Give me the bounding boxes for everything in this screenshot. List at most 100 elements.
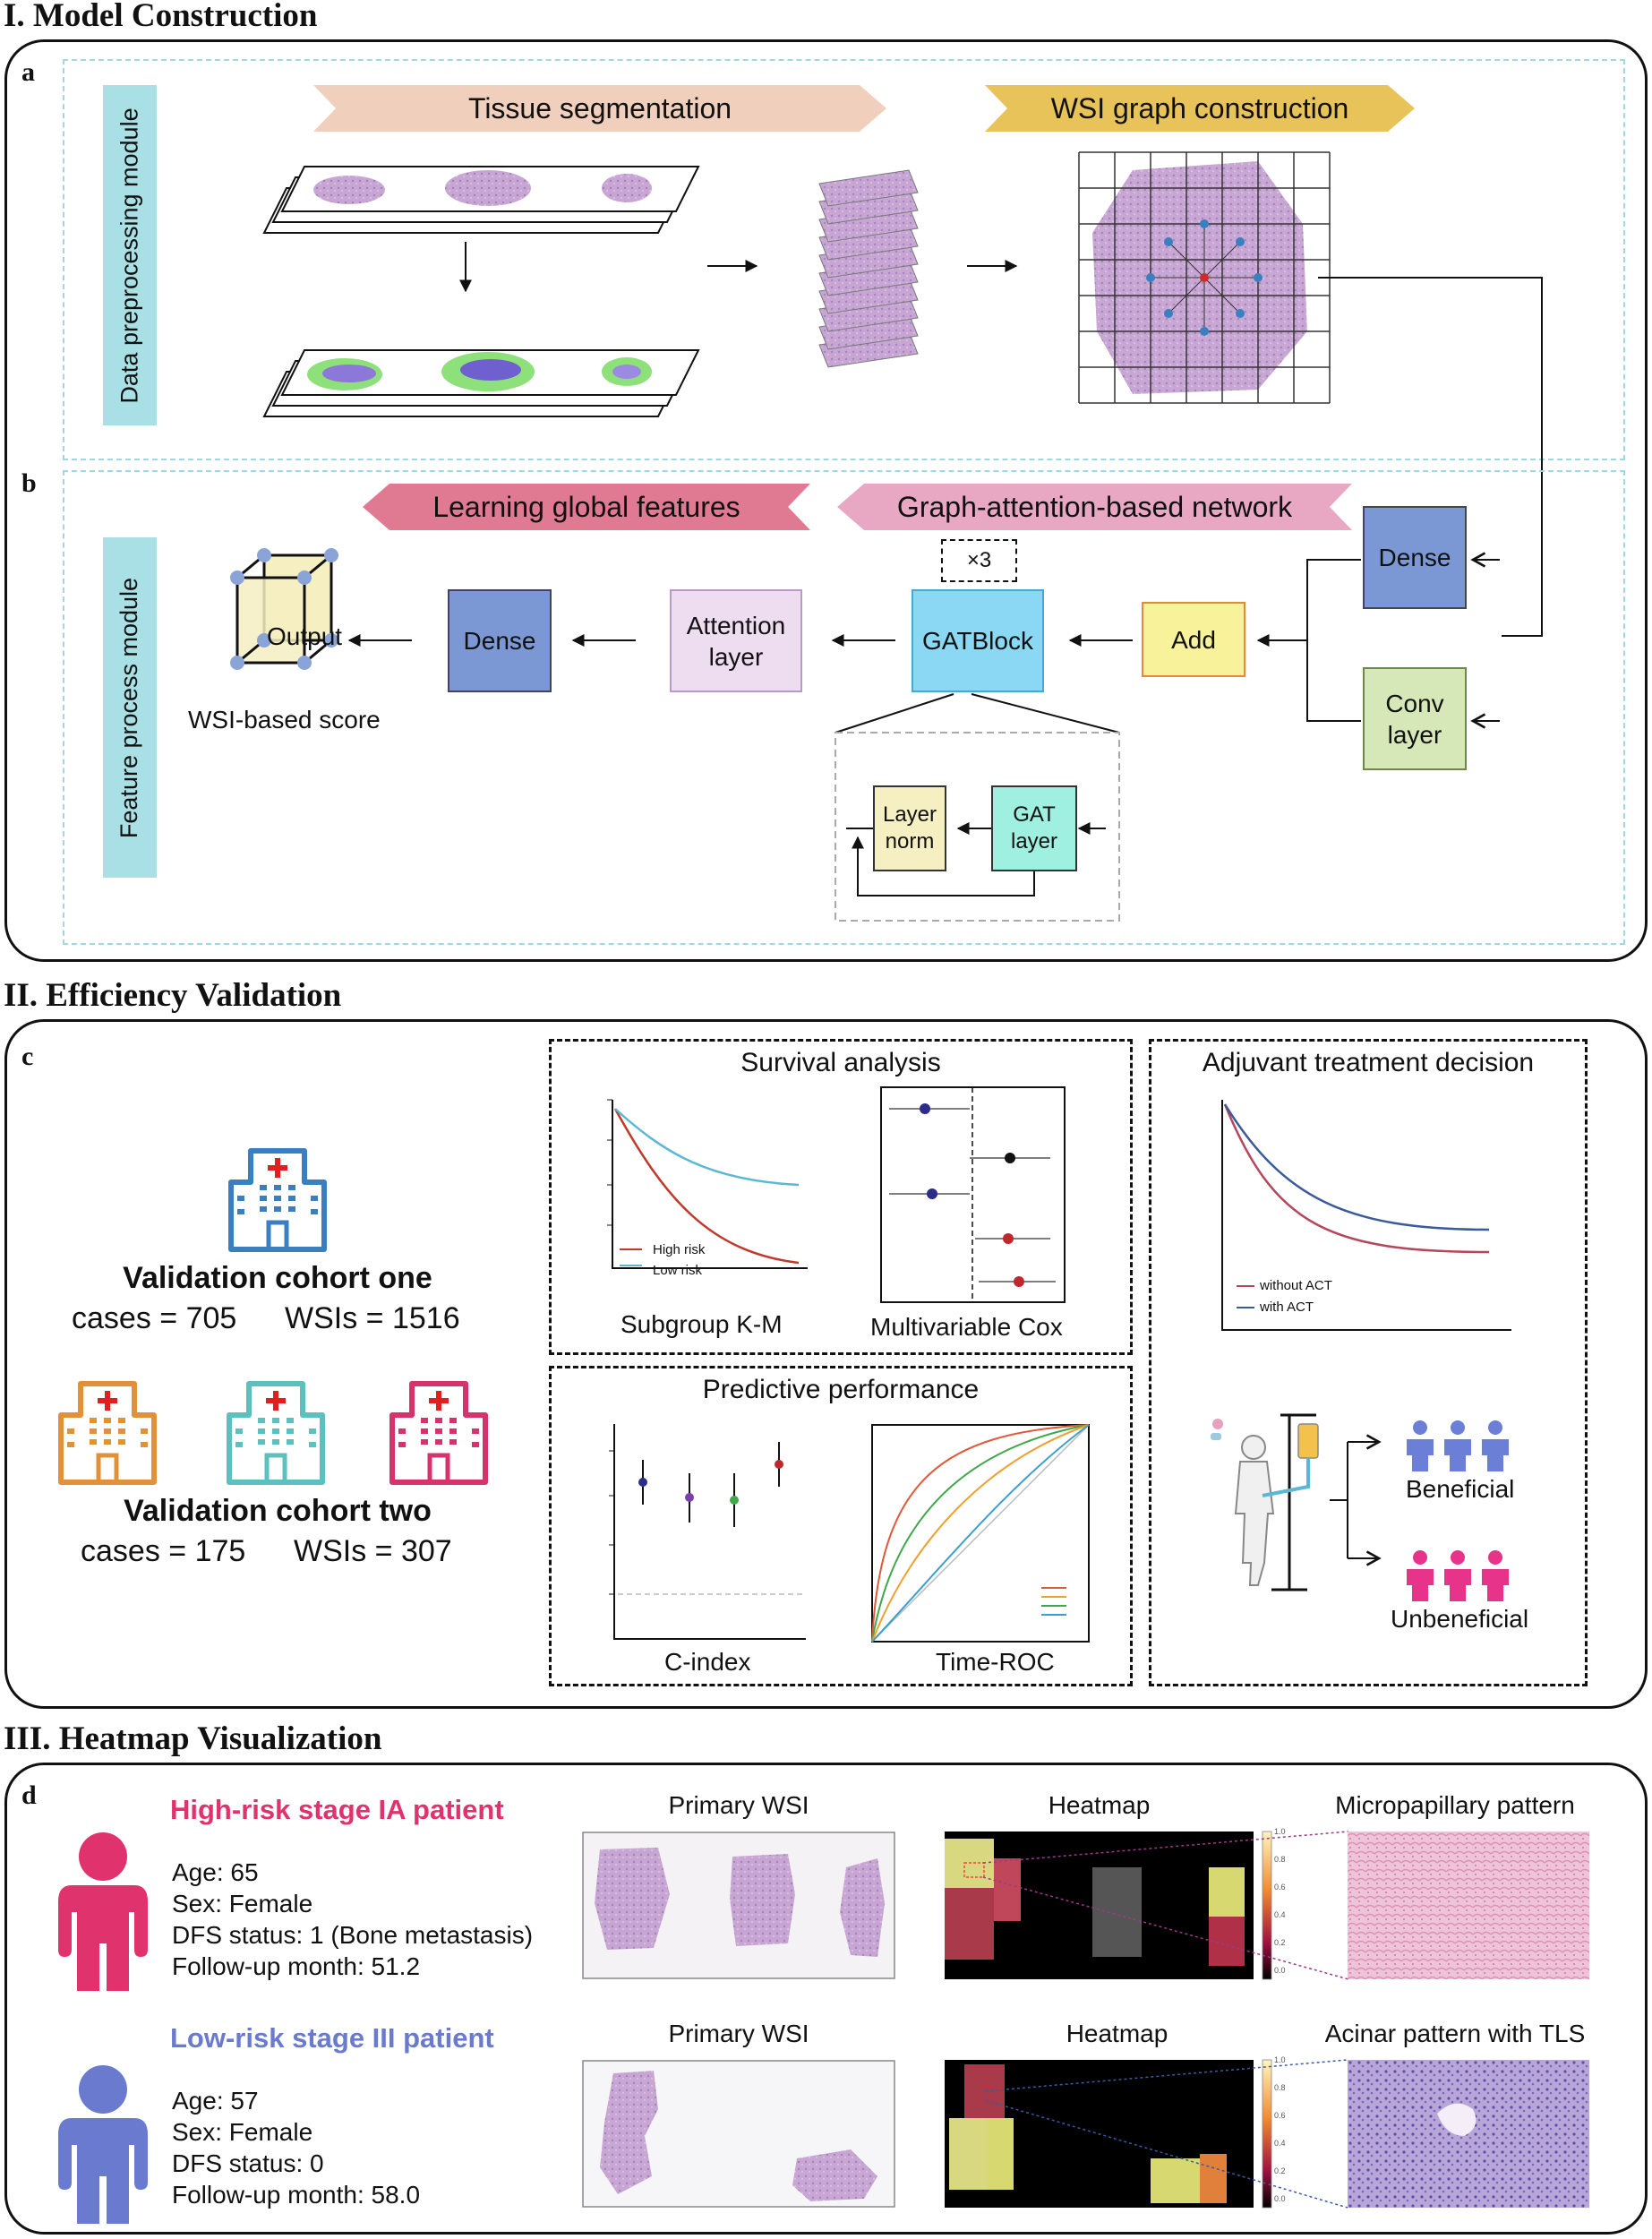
km-legend-high: High risk (653, 1242, 706, 1257)
panel-label-b: b (21, 468, 37, 498)
cox-label: Multivariable Cox (870, 1313, 1063, 1341)
predictive-performance-title: Predictive performance (702, 1375, 980, 1404)
low-primary-wsi-label: Primary WSI (668, 2020, 809, 2047)
low-heatmap-label: Heatmap (1066, 2020, 1168, 2047)
colorbar-tick-label: 0.0 (1274, 2194, 1286, 2203)
low-risk-sex: Sex: Female (172, 2118, 313, 2146)
hospital-icon-cohort-one (228, 1148, 327, 1252)
output-cube (230, 548, 338, 670)
attention-layer: Attention layer (670, 589, 802, 692)
colorbar-tick-label: 0.8 (1274, 2083, 1286, 2092)
cohort-two-wsis: WSIs = 307 (294, 1534, 452, 1568)
wsi-graph-construction-banner: WSI graph construction (985, 85, 1415, 132)
panel-efficiency-validation (4, 1019, 1648, 1709)
high-risk-followup: Follow-up month: 51.2 (172, 1952, 421, 1980)
arrows-into-dense-conv (1470, 552, 1500, 729)
acinar-tls-image (1348, 2060, 1589, 2208)
colorbar-tick-label: 0.8 (1274, 1855, 1286, 1864)
dense-layer-right: Dense (1363, 506, 1467, 609)
km-label: Subgroup K-M (621, 1310, 783, 1338)
colorbar-tick-label: 0.4 (1274, 1910, 1286, 1919)
learning-global-features-banner: Learning global features (363, 484, 810, 530)
branch-arrows (1256, 559, 1361, 722)
beneficial-people-icon (1407, 1420, 1509, 1471)
colorbar-tick-label: 0.0 (1274, 1966, 1286, 1975)
gatblock: GATBlock (912, 589, 1044, 692)
section-title-efficiency-validation: II. Efficiency Validation (4, 977, 342, 1014)
arrow-add-to-gat (1068, 634, 1133, 647)
arrow-attention-to-dense (571, 634, 636, 647)
high-risk-age: Age: 65 (172, 1858, 259, 1886)
micropapillary-image (1348, 1832, 1589, 1979)
adjuvant-title: Adjuvant treatment decision (1202, 1048, 1535, 1077)
colorbar-tick-label: 0.6 (1274, 1883, 1286, 1892)
act-survival-plot (1221, 1100, 1511, 1331)
high-zoom-connector (982, 1831, 1349, 1980)
colorbar-tick-label: 1.0 (1274, 1827, 1286, 1836)
cohort-one-cases: cases = 705 (72, 1301, 237, 1335)
panel-label-c: c (21, 1042, 34, 1071)
feature-process-region (63, 470, 1625, 945)
cohort-one-wsis: WSIs = 1516 (285, 1301, 460, 1335)
low-risk-person-icon (58, 2065, 148, 2224)
survival-analysis-box (549, 1039, 1133, 1355)
high-risk-person-icon (58, 1832, 148, 1991)
repeat-x3-label: ×3 (941, 539, 1017, 582)
high-primary-wsi-label: Primary WSI (668, 1791, 809, 1819)
add-layer: Add (1142, 602, 1245, 677)
layer-norm-box: Layer norm (873, 785, 946, 871)
km-legend-low: Low risk (653, 1263, 703, 1278)
output-label: Output (267, 622, 343, 650)
low-heatmap-image (945, 2060, 1254, 2208)
high-risk-patient-title: High-risk stage IA patient (170, 1794, 504, 1825)
arrow-gat-to-attention (831, 634, 895, 647)
high-heatmap-image (945, 1832, 1254, 1979)
graph-node (1200, 327, 1209, 336)
feature-process-module-label: Feature process module (103, 537, 157, 878)
colorbar-tick-label: 0.6 (1274, 2111, 1286, 2120)
colorbar-tick-label: 0.2 (1274, 2166, 1286, 2175)
gatblock-detail (835, 693, 1120, 922)
beneficial-label: Beneficial (1406, 1475, 1515, 1503)
gat-layer-box: GAT layer (991, 785, 1077, 871)
c-index-plot (609, 1424, 806, 1640)
section-title-heatmap-visualization: III. Heatmap Visualization (4, 1720, 382, 1757)
cohort-two-name: Validation cohort two (124, 1494, 432, 1528)
graph-node (1254, 273, 1263, 282)
unbeneficial-people-icon (1407, 1550, 1509, 1601)
patient-infusion-icon (1211, 1413, 1319, 1591)
decision-branch-arrows (1330, 1434, 1382, 1566)
forest-plot (880, 1086, 1066, 1303)
predictive-performance-box (549, 1366, 1133, 1686)
c-index-label: C-index (664, 1648, 751, 1676)
hospital-icon-cohort-two-a (58, 1381, 157, 1485)
graph-node (1164, 309, 1173, 318)
low-risk-age: Age: 57 (172, 2087, 259, 2115)
tissue-segmentation-banner: Tissue segmentation (313, 85, 886, 132)
high-primary-wsi-image (582, 1832, 895, 1979)
patch-tile (818, 169, 919, 207)
arrow-dense-to-output (347, 634, 412, 647)
act-legend-without: without ACT (1260, 1278, 1332, 1293)
graph-center-node (1200, 273, 1209, 282)
connector-graph-to-features (1318, 277, 1543, 637)
high-risk-sex: Sex: Female (172, 1890, 313, 1917)
low-heatmap-colorbar (1262, 2059, 1272, 2209)
data-preprocessing-region (63, 59, 1625, 460)
graph-node (1236, 237, 1245, 246)
acinar-pattern-label: Acinar pattern with TLS (1324, 2020, 1586, 2047)
arrow-to-graph (967, 260, 1018, 272)
km-curve-plot (607, 1099, 808, 1269)
colorbar-tick-label: 0.4 (1274, 2139, 1286, 2148)
survival-analysis-title: Survival analysis (740, 1048, 941, 1077)
hospital-icon-cohort-two-c (389, 1381, 488, 1485)
high-heatmap-colorbar (1262, 1831, 1272, 1980)
cohort-one-name: Validation cohort one (123, 1261, 432, 1295)
colorbar-tick-label: 0.2 (1274, 1938, 1286, 1947)
unbeneficial-label: Unbeneficial (1391, 1605, 1529, 1633)
graph-attention-network-banner: Graph-attention-based network (837, 484, 1352, 530)
low-zoom-connector (984, 2059, 1348, 2209)
low-primary-wsi-image (582, 2060, 895, 2208)
adjuvant-decision-box (1149, 1039, 1588, 1686)
arrow-to-patches (707, 260, 758, 272)
